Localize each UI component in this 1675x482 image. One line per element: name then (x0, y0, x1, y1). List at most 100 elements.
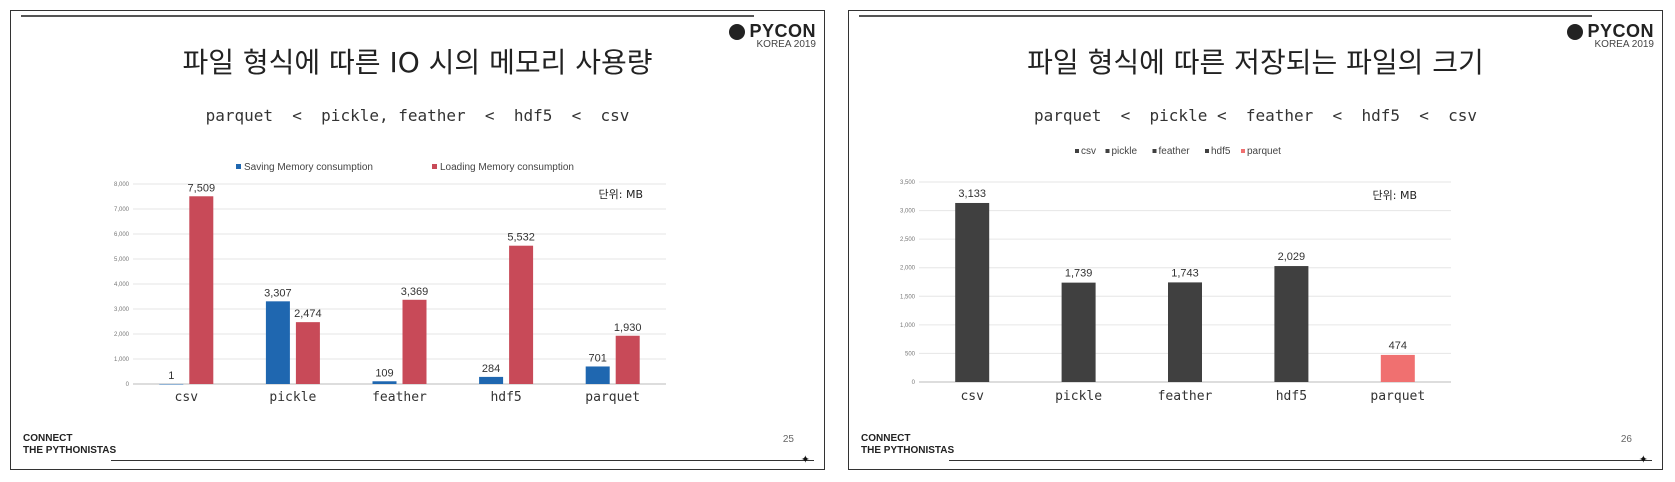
category-label-feather: feather (372, 390, 427, 405)
top-rule (859, 15, 1592, 17)
legend-label-pickle: pickle (1112, 146, 1138, 157)
bar-loading-parquet (615, 335, 640, 384)
y-tick-label: 2,000 (900, 266, 916, 272)
footer-line-2: THE PYTHONISTAS (23, 445, 117, 456)
category-label-hdf5: hdf5 (1276, 389, 1307, 404)
data-label: 2,474 (294, 308, 322, 320)
category-label-csv: csv (175, 390, 199, 405)
legend-label-feather: feather (1159, 146, 1191, 157)
data-label: 701 (589, 352, 607, 364)
category-label-hdf5: hdf5 (490, 390, 521, 405)
page-number: 26 (1620, 434, 1632, 445)
data-label: 1,739 (1065, 268, 1093, 280)
legend-label-hdf5: hdf5 (1211, 146, 1231, 157)
category-label-parquet: parquet (585, 390, 640, 405)
legend-label-0: Saving Memory consumption (244, 162, 373, 173)
legend-swatch-1 (432, 164, 437, 169)
bottom-rule (111, 459, 814, 461)
bar-csv (955, 202, 990, 382)
unit-label: 단위: MB (599, 188, 643, 201)
page-number: 25 (782, 434, 794, 445)
filesize-bar-chart: csv pickle feather hdf5 parquet 0 500 1,000 1,50… (900, 146, 1451, 404)
y-tick-label: 4,000 (114, 282, 130, 288)
legend-label-csv: csv (1081, 146, 1096, 157)
slide-file-size: PYCON KOREA 2019 파일 형식에 따른 저장되는 파일의 크기 p… (848, 10, 1663, 470)
footer-line-1: CONNECT (861, 433, 911, 444)
category-label-csv: csv (960, 389, 984, 404)
ranking-text: parquet < pickle, feather < hdf5 < csv (205, 106, 630, 125)
legend-swatch-parquet (1241, 149, 1245, 153)
slide-title: 파일 형식에 따른 저장되는 파일의 크기 (1027, 46, 1484, 79)
logo-sub: KOREA 2019 (1594, 39, 1654, 50)
logo-name: PYCON (749, 21, 816, 41)
sparkle-icon: ✦ (800, 453, 810, 466)
y-tick-label: 1,000 (114, 357, 130, 363)
legend-swatch-csv (1075, 149, 1079, 153)
data-label: 474 (1389, 340, 1407, 352)
y-tick-label: 1,500 (900, 294, 916, 300)
logo-name: PYCON (1587, 21, 1654, 41)
bottom-rule (949, 459, 1652, 461)
category-label-feather: feather (1158, 389, 1213, 404)
y-tick-label: 6,000 (114, 232, 130, 238)
slide-title: 파일 형식에 따른 IO 시의 메모리 사용량 (182, 46, 653, 79)
data-label: 5,532 (507, 232, 535, 244)
y-tick-label: 8,000 (114, 182, 130, 188)
y-tick-label: 3,000 (114, 307, 130, 313)
python-logo-icon (1567, 23, 1584, 40)
unit-label: 단위: MB (1373, 189, 1417, 202)
bar-loading-pickle (295, 322, 320, 384)
bar-saving-feather (372, 381, 397, 384)
logo-sub: KOREA 2019 (756, 39, 816, 50)
pycon-logo: PYCON KOREA 2019 (729, 21, 816, 50)
data-label: 1 (168, 370, 174, 382)
legend-swatch-feather (1152, 149, 1157, 153)
footer-line-2: THE PYTHONISTAS (861, 445, 955, 456)
footer-tagline: CONNECT THE PYTHONISTAS (23, 433, 116, 457)
data-label: 284 (482, 363, 500, 375)
y-tick-label: 1,000 (900, 323, 916, 329)
memory-bar-chart: Saving Memory consumption Loading Memory … (114, 162, 666, 405)
y-tick-label: 2,500 (900, 237, 916, 243)
legend-label-1: Loading Memory consumption (440, 162, 574, 173)
data-label: 109 (375, 367, 393, 379)
data-label: 7,509 (188, 182, 216, 194)
y-tick-label: 0 (912, 380, 916, 386)
bar-saving-parquet (585, 366, 610, 384)
category-label-parquet: parquet (1370, 389, 1425, 404)
bar-hdf5 (1274, 266, 1309, 382)
bar-pickle (1061, 282, 1096, 382)
bar-saving-pickle (265, 301, 290, 384)
bar-saving-csv (159, 383, 184, 385)
pycon-logo: PYCON KOREA 2019 (1567, 21, 1654, 50)
legend-swatch-hdf5 (1205, 149, 1209, 153)
category-label-pickle: pickle (269, 390, 316, 405)
y-tick-label: 5,000 (114, 257, 130, 263)
footer-tagline: CONNECT THE PYTHONISTAS (861, 433, 954, 457)
bar-feather (1168, 282, 1202, 382)
sparkle-icon: ✦ (1638, 453, 1648, 466)
category-label-pickle: pickle (1055, 389, 1102, 404)
data-label: 3,307 (264, 287, 292, 299)
slide-io-memory: PYCON KOREA 2019 파일 형식에 따른 IO 시의 메모리 사용량… (10, 10, 825, 470)
bar-loading-hdf5 (509, 245, 534, 384)
y-tick-label: 7,000 (114, 207, 130, 213)
bar-loading-csv (189, 196, 214, 384)
data-label: 3,369 (401, 286, 429, 298)
data-label: 2,029 (1278, 251, 1306, 263)
y-tick-label: 3,000 (900, 209, 916, 215)
footer-line-1: CONNECT (23, 433, 73, 444)
bar-parquet (1380, 354, 1415, 382)
y-tick-label: 2,000 (114, 332, 130, 338)
bar-saving-hdf5 (479, 376, 504, 384)
legend-label-parquet: parquet (1247, 146, 1281, 157)
y-tick-label: 500 (905, 351, 916, 357)
legend-swatch-pickle (1105, 149, 1110, 153)
python-logo-icon (729, 23, 746, 40)
legend-swatch-0 (236, 164, 241, 169)
data-label: 1,930 (614, 322, 642, 334)
top-rule (21, 15, 754, 17)
y-tick-label: 0 (126, 382, 130, 388)
bar-loading-feather (402, 299, 427, 384)
data-label: 3,133 (958, 188, 986, 200)
